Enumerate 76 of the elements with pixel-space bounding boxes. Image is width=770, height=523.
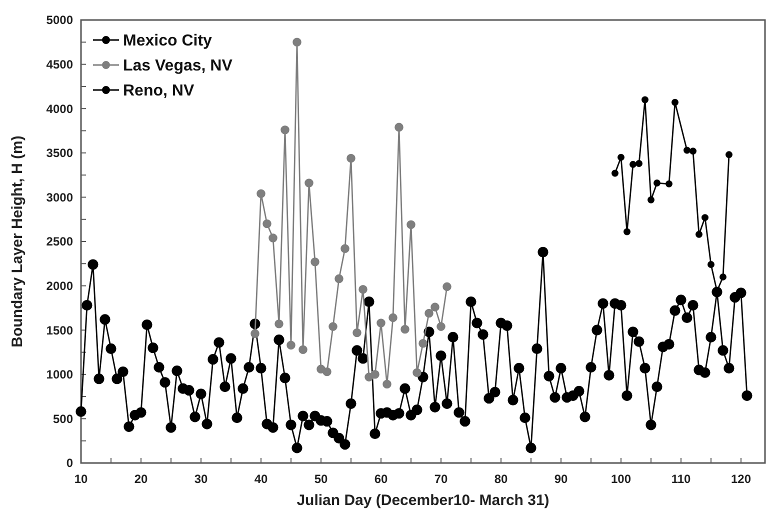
point: [256, 189, 266, 198]
x-tick-label: 30: [194, 472, 208, 486]
point: [436, 322, 446, 331]
point: [612, 170, 618, 177]
point: [394, 122, 404, 132]
point: [334, 274, 344, 284]
point: [630, 160, 636, 168]
point: [684, 146, 690, 154]
point: [624, 228, 630, 236]
x-tick-label: 20: [134, 472, 148, 486]
point: [400, 324, 410, 334]
point: [280, 125, 290, 134]
y-tick-label: 3000: [46, 190, 74, 204]
legend-label: Mexico City: [123, 32, 212, 50]
x-tick-label: 40: [254, 472, 268, 486]
point: [702, 214, 708, 222]
point: [286, 340, 296, 350]
point: [442, 282, 452, 292]
point: [352, 328, 362, 338]
point: [720, 273, 726, 280]
point: [618, 154, 624, 161]
x-tick-label: 110: [671, 472, 692, 486]
x-tick-label: 10: [74, 472, 88, 486]
x-tick-label: 90: [554, 472, 568, 486]
x-tick-label: 80: [494, 472, 508, 486]
x-tick-label: 100: [610, 472, 632, 486]
legend-label: Las Vegas, NV: [123, 58, 233, 75]
legend-label: Reno, NV: [123, 82, 194, 100]
point: [430, 302, 440, 312]
point: [406, 220, 416, 230]
point: [262, 219, 272, 228]
point: [382, 380, 392, 389]
point: [696, 230, 702, 238]
point: [340, 244, 350, 253]
point: [708, 261, 714, 268]
point: [388, 313, 398, 322]
point: [672, 98, 678, 106]
point: [250, 329, 260, 338]
y-tick-label: 4500: [46, 58, 74, 72]
point: [310, 257, 320, 266]
x-axis-title: Julian Day (December10- March 31): [296, 492, 550, 509]
x-tick-label: 60: [374, 472, 388, 486]
y-tick-label: 3500: [46, 146, 74, 160]
y-tick-label: 2500: [46, 234, 74, 249]
point: [726, 151, 732, 158]
point: [268, 234, 278, 242]
x-tick-label: 50: [314, 472, 328, 486]
point: [322, 367, 332, 376]
point: [346, 154, 356, 163]
y-tick-label: 1000: [46, 368, 74, 382]
x-tick-label: 70: [434, 472, 448, 486]
point: [418, 339, 428, 348]
point: [358, 284, 368, 294]
y-tick-label: 2000: [46, 279, 74, 293]
point: [648, 196, 654, 204]
point: [654, 180, 660, 187]
y-tick-label: 4000: [46, 102, 74, 116]
point: [370, 370, 380, 379]
point: [292, 38, 302, 47]
y-tick-label: 1500: [46, 323, 74, 338]
point: [274, 320, 284, 328]
point: [690, 148, 696, 155]
point: [642, 96, 648, 104]
point: [412, 368, 422, 378]
point: [376, 318, 386, 328]
point: [298, 345, 308, 354]
point: [666, 180, 672, 188]
point: [636, 160, 642, 168]
y-tick-label: 5000: [46, 13, 74, 28]
point: [424, 308, 434, 318]
point: [304, 178, 314, 188]
y-tick-label: 500: [52, 412, 74, 426]
x-tick-label: 120: [730, 472, 752, 486]
y-tick-label: 0: [66, 456, 74, 470]
y-axis-title: Boundary Layer Height, H (m): [9, 136, 26, 348]
point: [328, 322, 338, 331]
